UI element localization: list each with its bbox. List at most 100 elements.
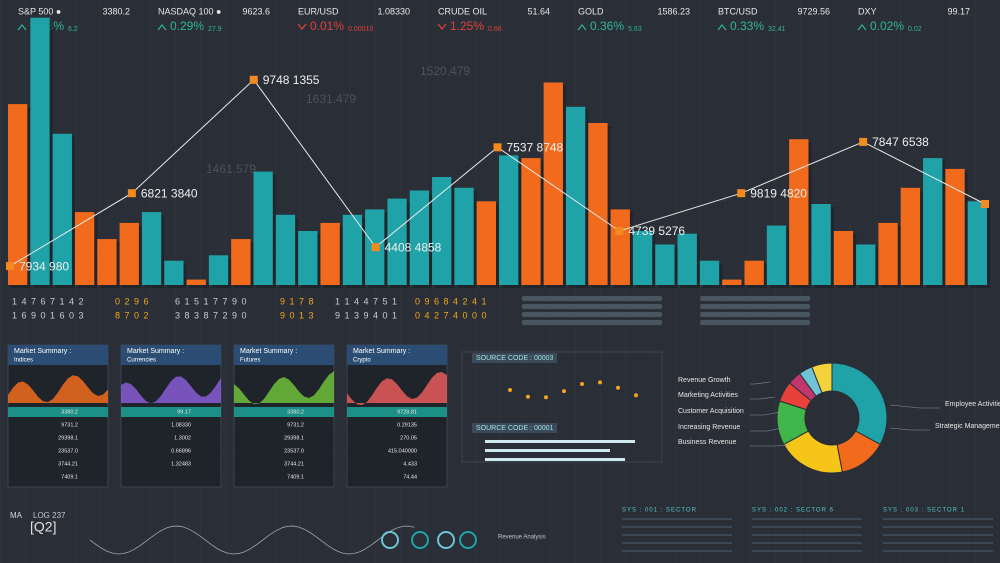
progress bbox=[485, 449, 610, 452]
ticker-arrow bbox=[157, 24, 167, 31]
leader-line bbox=[750, 444, 791, 447]
bar bbox=[632, 231, 653, 285]
bar bbox=[409, 190, 430, 285]
sector-row bbox=[752, 534, 862, 536]
bar bbox=[387, 198, 407, 285]
pie-slice bbox=[811, 362, 833, 394]
panel-row-value: 7409.1 bbox=[287, 474, 304, 480]
panel-row-value: 3744.21 bbox=[284, 461, 304, 467]
ticker-name: NASDAQ 100 ● bbox=[158, 6, 221, 16]
sector-row bbox=[622, 542, 732, 544]
ticker-change: 0.33% bbox=[730, 19, 764, 33]
line-marker bbox=[249, 75, 258, 84]
ticker-name: EUR/USD bbox=[298, 6, 339, 16]
panel-title: Market Summary : bbox=[127, 348, 184, 355]
panel-subtitle: Indices bbox=[14, 358, 33, 364]
point-label: 9819 4820 bbox=[750, 186, 807, 200]
bar bbox=[454, 187, 474, 285]
sector-row bbox=[883, 550, 993, 552]
dot bbox=[508, 388, 512, 392]
bar bbox=[298, 231, 318, 285]
source-box bbox=[461, 351, 663, 463]
pie-label: Strategic Management bbox=[935, 423, 1000, 430]
data-bar bbox=[522, 320, 662, 325]
panel-row-value: 9731.2 bbox=[61, 422, 78, 428]
panel-row-value: 0.66896 bbox=[171, 448, 191, 454]
panel-highlight bbox=[121, 407, 221, 417]
pie-label: Revenue Growth bbox=[678, 377, 731, 384]
leader-line bbox=[750, 396, 776, 400]
leader-line bbox=[750, 381, 771, 385]
bar bbox=[119, 222, 139, 285]
bar bbox=[789, 139, 809, 285]
panel-title: Market Summary : bbox=[353, 348, 410, 355]
ticker-change: 1.25% bbox=[450, 19, 484, 33]
bar bbox=[432, 177, 452, 285]
ticker-arrow bbox=[297, 23, 307, 30]
progress bbox=[485, 458, 625, 461]
panel-row-value: 29398.1 bbox=[58, 435, 78, 441]
dot bbox=[544, 395, 548, 400]
sector-row bbox=[883, 534, 993, 536]
bar bbox=[164, 260, 184, 285]
bar bbox=[967, 201, 987, 285]
bar bbox=[208, 255, 229, 285]
bottom-log: LOG 237 bbox=[33, 511, 66, 520]
source-tab bbox=[472, 353, 557, 363]
digit-group: 8 7 0 2 bbox=[115, 310, 150, 320]
panel-header bbox=[8, 345, 108, 365]
ticker-change: 0.29% bbox=[170, 19, 204, 33]
bar-shadow bbox=[189, 282, 209, 288]
bar bbox=[141, 212, 162, 285]
bar bbox=[97, 239, 117, 285]
ticker-value: 99.17 bbox=[947, 6, 970, 16]
bar bbox=[8, 104, 28, 285]
background-label: 1461.579 bbox=[206, 162, 256, 176]
digit-group: 9 1 3 9 4 0 1 bbox=[335, 310, 398, 320]
bar bbox=[923, 158, 943, 285]
bottom-quarter: [Q2] bbox=[30, 519, 56, 535]
ticker-sub: 0.66 bbox=[488, 26, 502, 33]
bar bbox=[52, 133, 72, 285]
bottom-ma: MA bbox=[10, 511, 23, 520]
bar bbox=[499, 155, 519, 285]
dot bbox=[598, 380, 602, 385]
leader-line bbox=[889, 404, 940, 409]
panel-title: Market Summary : bbox=[14, 348, 71, 355]
panel-highlight bbox=[8, 407, 108, 417]
data-bar bbox=[700, 296, 810, 301]
gauge bbox=[411, 531, 429, 549]
sector-row bbox=[752, 526, 862, 528]
leader-line bbox=[750, 427, 783, 432]
bar bbox=[231, 239, 251, 285]
point-label: 9748 1355 bbox=[263, 73, 320, 87]
sector-row bbox=[883, 542, 993, 544]
ticker-name: GOLD bbox=[578, 6, 604, 16]
ticker-sub: 27.9 bbox=[208, 26, 222, 33]
ticker-sub: 0.02 bbox=[908, 26, 922, 33]
bar bbox=[945, 168, 965, 285]
panel-row-value: 74.44 bbox=[403, 474, 417, 480]
bar bbox=[543, 82, 563, 285]
pie-label: Marketing Activities bbox=[678, 392, 738, 399]
bar bbox=[342, 214, 363, 285]
panel-row-value: 3380.2 bbox=[61, 409, 78, 415]
background-label: 1631.479 bbox=[306, 92, 356, 106]
ticker-value: 1586.23 bbox=[657, 6, 690, 16]
sector-label: SYS : 003 : SECTOR 1 bbox=[883, 508, 965, 514]
panel-row-value: 99.17 bbox=[177, 409, 191, 415]
point-label: 7934 980 bbox=[19, 259, 69, 273]
pie-slice bbox=[831, 362, 888, 446]
panel-subtitle: Futures bbox=[240, 358, 260, 364]
bar bbox=[476, 201, 496, 285]
bar bbox=[588, 123, 608, 285]
panel-row-value: 29398.1 bbox=[284, 435, 304, 441]
leader-line bbox=[889, 427, 930, 431]
bar bbox=[275, 214, 296, 285]
data-bar bbox=[700, 312, 810, 317]
background-label: 1520.479 bbox=[420, 64, 470, 78]
panel-row-value: 4.433 bbox=[403, 461, 417, 467]
sector-label: SYS : 001 : SECTOR bbox=[622, 508, 697, 514]
bar bbox=[30, 17, 50, 285]
panel-row-value: 3744.21 bbox=[58, 461, 78, 467]
